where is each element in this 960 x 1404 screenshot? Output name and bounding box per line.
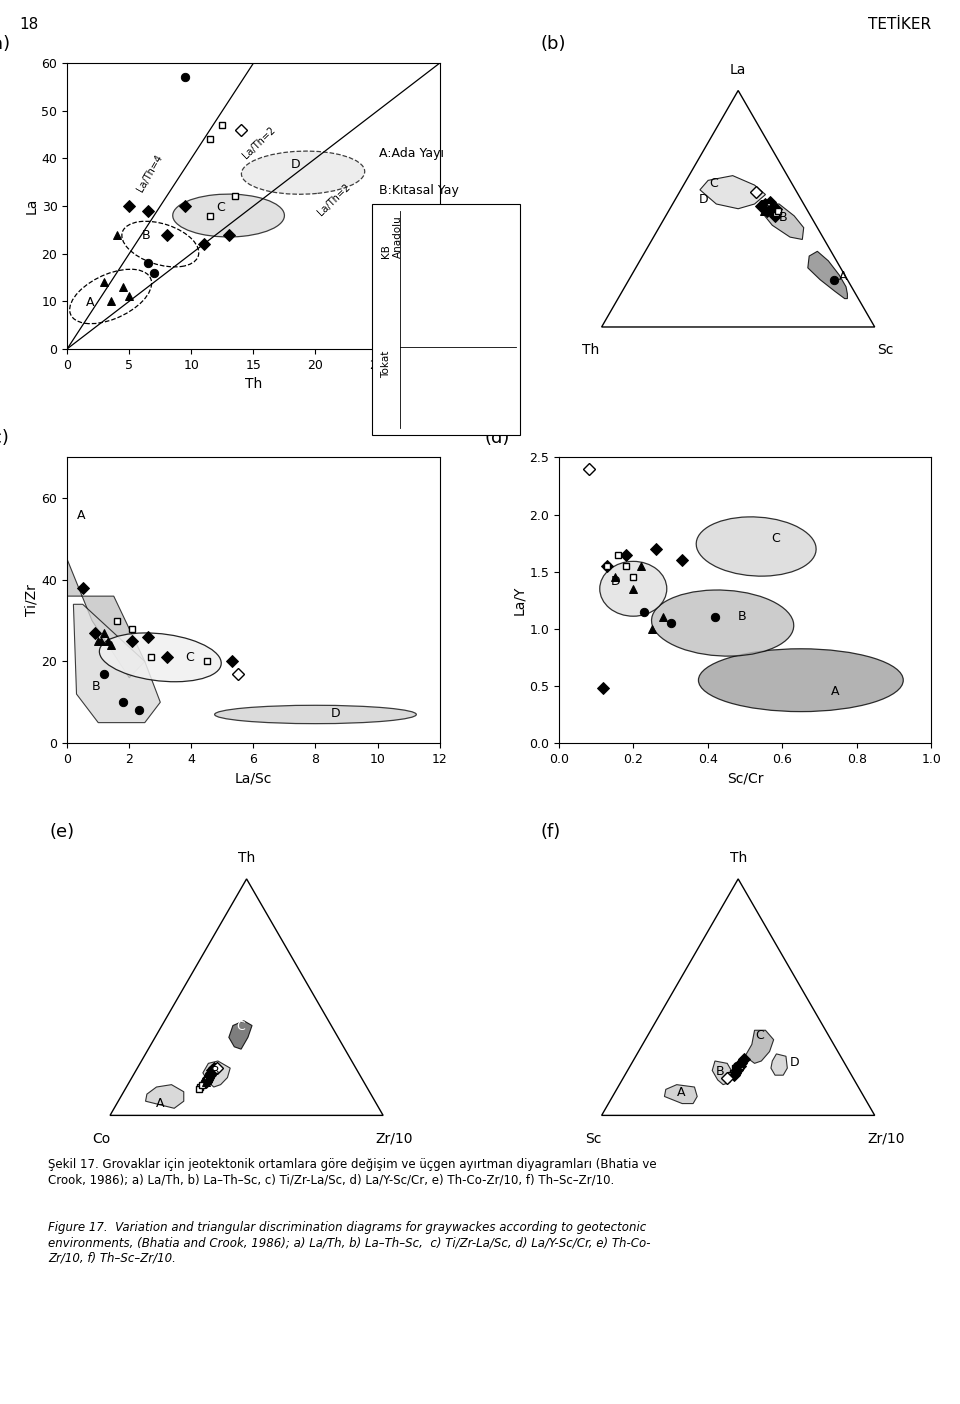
Polygon shape [664, 1085, 697, 1104]
Text: B: B [142, 229, 151, 243]
Text: (c): (c) [0, 428, 10, 446]
Text: C: C [216, 201, 225, 213]
Text: B:Kıtasal Yay: B:Kıtasal Yay [379, 184, 459, 197]
Text: Şekil 17. Grovaklar için jeotektonik ortamlara göre değişim ve üçgen ayırtman di: Şekil 17. Grovaklar için jeotektonik ort… [48, 1158, 657, 1186]
Text: (d): (d) [484, 428, 510, 446]
Polygon shape [146, 1085, 183, 1108]
Text: Sc: Sc [586, 1132, 602, 1146]
Text: C: C [237, 1019, 246, 1032]
Text: D: D [611, 576, 620, 588]
Ellipse shape [699, 649, 903, 712]
Text: Hodul: Hodul [421, 314, 453, 324]
Text: Zr/10: Zr/10 [867, 1132, 904, 1146]
Text: (b): (b) [540, 35, 566, 52]
Text: Çal: Çal [421, 232, 439, 241]
Text: (f): (f) [540, 823, 561, 841]
Text: C: C [709, 177, 718, 190]
Text: Devecidağ: Devecidağ [421, 362, 480, 372]
Text: (a): (a) [0, 35, 11, 52]
Text: Sc: Sc [877, 344, 894, 358]
Text: B: B [92, 680, 101, 694]
Polygon shape [203, 1061, 230, 1087]
X-axis label: La/Sc: La/Sc [234, 771, 272, 785]
Polygon shape [73, 604, 160, 723]
Text: Tokat: Tokat [381, 351, 391, 378]
Text: A: A [839, 271, 848, 284]
Text: Co: Co [93, 1132, 111, 1146]
Ellipse shape [215, 705, 417, 723]
Text: A: A [830, 685, 839, 698]
Text: A: A [77, 508, 85, 522]
Text: Orhanlar: Orhanlar [421, 272, 470, 284]
Text: A: A [677, 1087, 685, 1099]
Polygon shape [712, 1061, 732, 1085]
Text: KB
Anadolu: KB Anadolu [381, 215, 403, 257]
Text: La: La [730, 63, 746, 77]
Text: Th: Th [730, 851, 747, 865]
Text: D: D [331, 706, 341, 719]
Text: La/Th=4: La/Th=4 [135, 153, 165, 194]
X-axis label: Sc/Cr: Sc/Cr [727, 771, 763, 785]
Polygon shape [67, 458, 145, 678]
Text: C:Aktif Kıtasal Kenar: C:Aktif Kıtasal Kenar [379, 220, 507, 233]
Text: D: D [699, 194, 708, 206]
Ellipse shape [100, 633, 221, 682]
Text: C: C [771, 532, 780, 545]
Polygon shape [771, 1054, 787, 1075]
Ellipse shape [696, 517, 816, 576]
Text: C: C [185, 651, 194, 664]
Text: B: B [780, 211, 788, 223]
Polygon shape [763, 204, 804, 240]
Ellipse shape [652, 590, 794, 656]
Ellipse shape [600, 562, 667, 616]
Text: Figure 17.  Variation and triangular discrimination diagrams for graywackes acco: Figure 17. Variation and triangular disc… [48, 1221, 651, 1265]
Text: Th: Th [582, 344, 599, 358]
Text: TETİKER: TETİKER [868, 17, 931, 32]
Polygon shape [228, 1021, 252, 1049]
Ellipse shape [173, 194, 284, 237]
Text: Zr/10: Zr/10 [375, 1132, 413, 1146]
Polygon shape [745, 1031, 774, 1063]
Y-axis label: Ti/Zr: Ti/Zr [25, 584, 38, 616]
Text: 18: 18 [19, 17, 38, 32]
Text: D: D [789, 1056, 799, 1068]
Text: A:Ada Yayı: A:Ada Yayı [379, 147, 444, 160]
Text: D: D [291, 157, 300, 171]
Text: (e): (e) [49, 823, 75, 841]
Polygon shape [700, 176, 765, 209]
Text: Th: Th [238, 851, 255, 865]
Text: B: B [716, 1066, 725, 1078]
Text: A: A [156, 1097, 165, 1111]
Polygon shape [807, 251, 848, 299]
Text: B: B [211, 1066, 220, 1078]
Text: A: A [85, 296, 94, 309]
Text: Turhal: Turhal [421, 402, 455, 411]
Text: La/Th=2: La/Th=2 [316, 181, 352, 218]
X-axis label: Th: Th [245, 378, 262, 392]
Text: La/Th=2: La/Th=2 [241, 125, 277, 160]
Text: C: C [756, 1029, 764, 1042]
Y-axis label: La: La [25, 198, 38, 215]
Y-axis label: La/Y: La/Y [513, 585, 526, 615]
Ellipse shape [241, 152, 365, 194]
Text: D:Pasif Kenar: D:Pasif Kenar [379, 257, 463, 270]
Text: B: B [737, 609, 746, 622]
